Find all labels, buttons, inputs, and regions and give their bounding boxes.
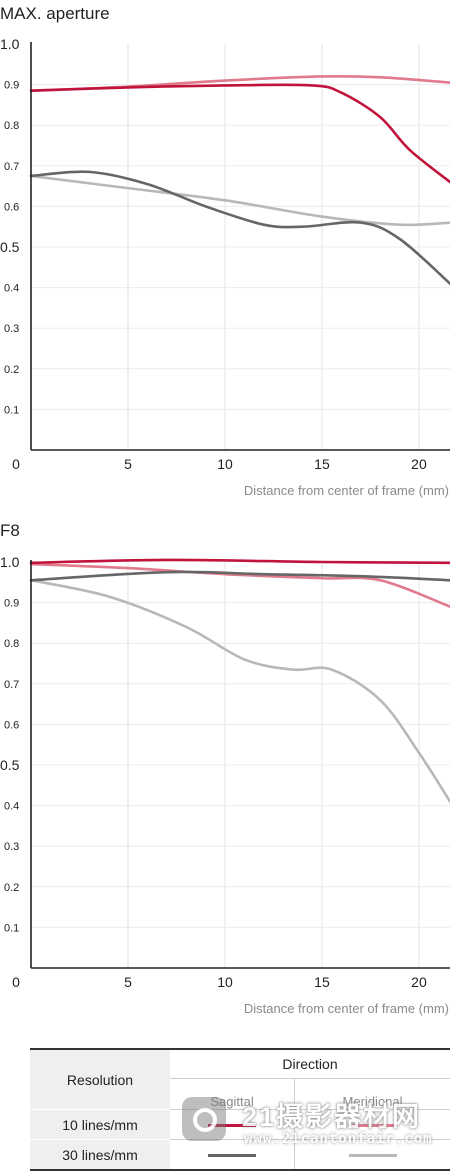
legend-meridional-header: Meridional [342,1094,403,1109]
series-line-2 [29,83,450,184]
x-tick-label: 5 [124,456,132,472]
series-line-4 [29,170,450,285]
y-tick-label: 0.7 [4,161,19,173]
camera-logo-icon [182,1097,226,1141]
swatch-30-meridional [348,1154,397,1158]
chart-title-f8: F8 [0,521,20,540]
legend-row-10-label: 10 lines/mm [30,1109,170,1140]
y-tick-label: 0.4 [4,283,19,295]
y-tick-label: 1.0 [0,38,20,52]
y-tick-label: 0.4 [4,801,19,813]
y-tick-label: 0.2 [4,364,19,376]
legend-swatch-30-sagittal [170,1139,296,1170]
legend-swatch-10-sagittal [170,1109,296,1140]
legend-table: Resolution Direction Sagittal Meridional… [30,1048,450,1171]
chart-title-max-aperture: MAX. aperture [0,4,110,23]
series-line-4 [29,570,450,582]
y-tick-label: 0.6 [4,719,19,731]
y-tick-label: 0.3 [4,841,19,853]
watermark: 21摄影器材网 www.21cantonfair.com [182,1093,450,1155]
y-tick-label: 0.6 [4,201,19,213]
watermark-title: 21摄影器材网 [242,1102,422,1132]
mtf-chart-f8: 0.1 0.2 0.3 0.4 0.5 0.6 0.7 0.8 0.9 1.0 0 5 10 15 20 Di… [0,556,450,1016]
x-axis-label: Distance from center of frame (mm) [244,483,449,498]
legend-direction-header: Direction [170,1049,450,1079]
y-tick-label: 0.2 [4,882,19,894]
y-tick-label: 0.5 [0,239,20,255]
series-line-2 [29,558,450,565]
series-line-1 [29,562,450,608]
x-tick-label: 15 [314,456,330,472]
x-axis-label: Distance from center of frame (mm) [244,1001,449,1016]
swatch-10-sagittal [208,1124,257,1128]
x-tick-label: 20 [411,456,427,472]
x-tick-label: 0 [12,974,20,990]
x-tick-label: 10 [217,974,233,990]
legend-resolution-header: Resolution [30,1049,170,1110]
x-tick-label: 0 [12,456,20,472]
legend-sagittal-header: Sagittal [170,1078,296,1110]
series-line-3 [29,578,450,803]
x-tick-label: 10 [217,456,233,472]
series-line-3 [29,174,450,227]
y-tick-label: 0.8 [4,120,19,132]
y-tick-label: 0.9 [4,80,19,92]
swatch-30-sagittal [208,1154,257,1158]
y-tick-label: 0.7 [4,679,19,691]
y-tick-label: 0.8 [4,638,19,650]
watermark-url: www.21cantonfair.com [244,1131,433,1147]
legend-swatch-30-meridional [294,1139,450,1170]
y-tick-label: 0.1 [4,404,19,416]
legend-row-30-label: 30 lines/mm [30,1139,170,1170]
x-tick-label: 5 [124,974,132,990]
y-tick-label: 0.9 [4,598,19,610]
x-tick-label: 20 [411,974,427,990]
x-tick-label: 15 [314,974,330,990]
y-tick-label: 0.5 [0,757,20,773]
mtf-chart-max-aperture: 0.1 0.2 0.3 0.4 0.5 0.6 0.7 0.8 0.9 1.0 0 5 10 15 20 Di… [0,38,450,498]
y-tick-label: 1.0 [0,556,20,570]
y-tick-label: 0.1 [4,922,19,934]
swatch-10-meridional [348,1124,397,1128]
y-tick-label: 0.3 [4,323,19,335]
legend-swatch-10-meridional [294,1109,450,1140]
